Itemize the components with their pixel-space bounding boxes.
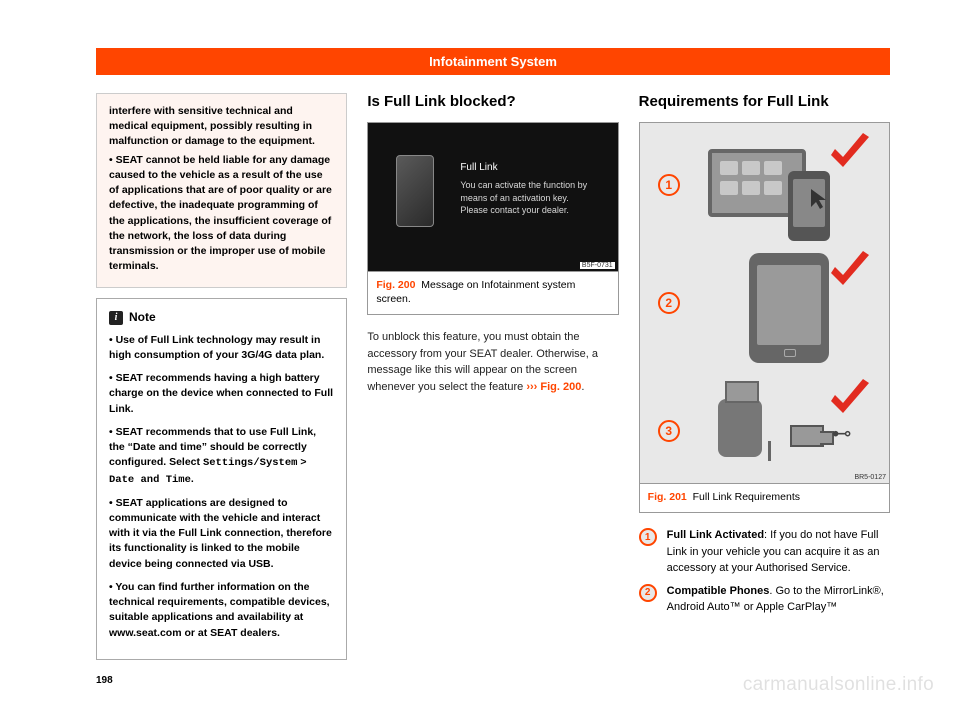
screen-text-title: Full Link xyxy=(460,161,587,175)
usb-symbol-icon: ⊷ xyxy=(832,421,852,446)
list-text: Compatible Phones. Go to the MirrorLink®… xyxy=(667,583,890,616)
section-heading: Requirements for Full Link xyxy=(639,93,890,110)
figure-caption-text: Full Link Requirements xyxy=(693,491,800,503)
check-icon xyxy=(825,247,873,295)
check-icon xyxy=(825,129,873,177)
usb-cable-icon: ⊷ xyxy=(690,381,889,481)
figure-201-image: 1 xyxy=(639,122,890,484)
column-left: interfere with sensitive technical and m… xyxy=(96,93,347,660)
manual-page: Infotainment System interfere with sensi… xyxy=(0,0,960,708)
screen-text-line: means of an activation key. xyxy=(460,192,587,205)
page-number: 198 xyxy=(96,675,113,686)
smartphone-icon xyxy=(690,253,889,353)
info-icon: i xyxy=(109,311,123,325)
warning-box: interfere with sensitive technical and m… xyxy=(96,93,347,288)
figure-200-caption: Fig. 200 Message on Infotainment system … xyxy=(367,272,618,315)
note-text: • Use of Full Link technology may result… xyxy=(109,333,334,363)
image-id: BR5-0127 xyxy=(854,474,886,481)
image-id: B5F-0731 xyxy=(580,262,615,269)
requirement-row: 3 ⊷ xyxy=(640,381,889,481)
phone-icon xyxy=(396,155,434,227)
requirement-row: 1 xyxy=(640,135,889,235)
note-heading: i Note xyxy=(109,309,334,326)
check-icon xyxy=(825,375,873,423)
number-badge-3: 3 xyxy=(658,420,680,442)
cursor-icon xyxy=(808,187,832,211)
warning-text: interfere with sensitive technical and m… xyxy=(109,104,334,150)
screen-phone-icon xyxy=(690,135,889,235)
screen-text-line: Please contact your dealer. xyxy=(460,204,587,217)
figure-number: Fig. 201 xyxy=(648,491,687,503)
number-badge-2: 2 xyxy=(639,584,657,602)
figure-number: Fig. 200 xyxy=(376,279,415,291)
note-box: i Note • Use of Full Link technology may … xyxy=(96,298,347,659)
screen-text: Full Link You can activate the function … xyxy=(460,161,587,217)
warning-text: • SEAT cannot be held liable for any dam… xyxy=(109,153,334,275)
note-text: • You can find further information on th… xyxy=(109,580,334,641)
figure-200-image: Full Link You can activate the function … xyxy=(367,122,618,272)
screen-text-line: You can activate the function by xyxy=(460,179,587,192)
column-right: Requirements for Full Link 1 xyxy=(639,93,890,660)
figure-201-caption: Fig. 201 Full Link Requirements xyxy=(639,484,890,513)
body-paragraph: To unblock this feature, you must obtain… xyxy=(367,329,618,395)
list-text: Full Link Activated: If you do not have … xyxy=(667,527,890,577)
number-badge-1: 1 xyxy=(639,528,657,546)
requirement-row: 2 xyxy=(640,253,889,353)
note-text: • SEAT applications are designed to comm… xyxy=(109,496,334,572)
watermark: carmanualsonline.info xyxy=(743,674,934,696)
note-text: • SEAT recommends that to use Full Link,… xyxy=(109,425,334,488)
note-label: Note xyxy=(129,310,156,324)
section-heading: Is Full Link blocked? xyxy=(367,93,618,110)
number-badge-2: 2 xyxy=(658,292,680,314)
figure-ref: ››› Fig. 200 xyxy=(526,381,581,393)
list-item-2: 2 Compatible Phones. Go to the MirrorLin… xyxy=(639,583,890,616)
content-columns: interfere with sensitive technical and m… xyxy=(96,93,890,660)
header-chapter-title: Infotainment System xyxy=(96,48,890,75)
column-middle: Is Full Link blocked? Full Link You can … xyxy=(367,93,618,660)
list-item-1: 1 Full Link Activated: If you do not hav… xyxy=(639,527,890,577)
number-badge-1: 1 xyxy=(658,174,680,196)
note-text: • SEAT recommends having a high battery … xyxy=(109,371,334,417)
